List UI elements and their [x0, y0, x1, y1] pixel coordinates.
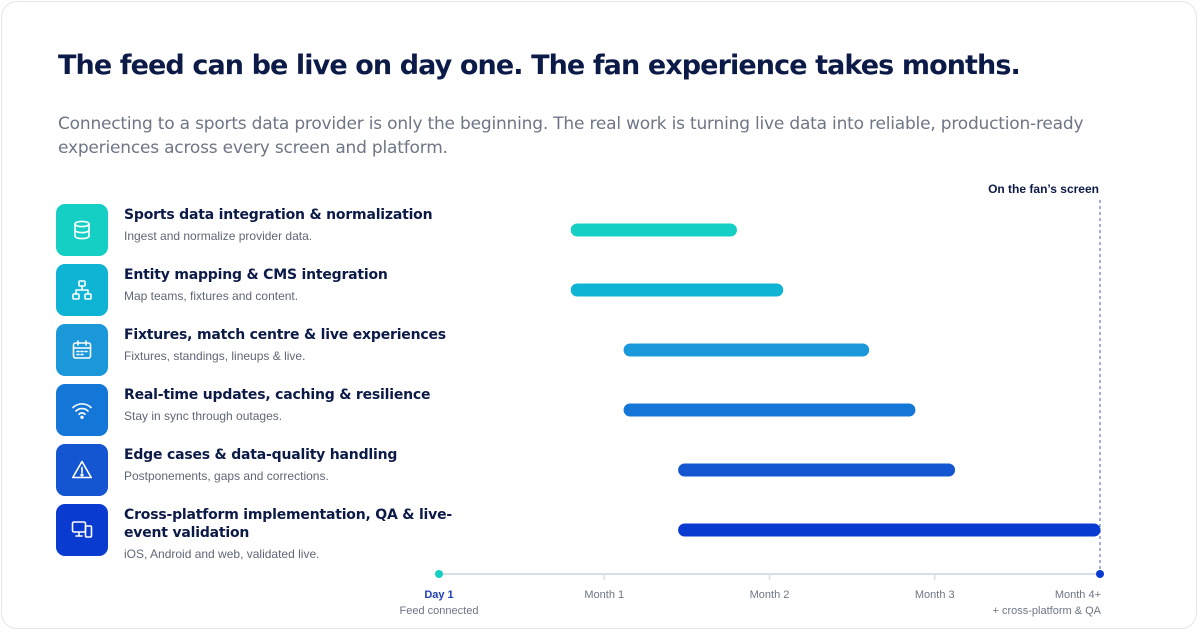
x-tick-sublabel: Feed connected — [400, 605, 479, 617]
task-name: Edge cases & data-quality handling — [124, 447, 398, 463]
task-description: Stay in sync through outages. — [124, 409, 283, 423]
sitemap-icon — [56, 264, 108, 316]
x-tick-label: Month 1 — [584, 589, 624, 601]
x-tick-label: Month 4+ — [1055, 589, 1101, 601]
task-description: Postponements, gaps and corrections. — [124, 469, 329, 483]
task-name: Sports data integration & normalization — [124, 207, 433, 223]
task-name: Entity mapping & CMS integration — [124, 267, 388, 283]
task-row: Sports data integration & normalization I… — [56, 204, 476, 256]
task-row: Entity mapping & CMS integration Map team… — [56, 264, 476, 316]
page-title: The feed can be live on day one. The fan… — [58, 50, 1021, 81]
database-icon — [56, 204, 108, 256]
task-row: Fixtures, match centre & live experience… — [56, 324, 476, 376]
task-description: iOS, Android and web, validated live. — [124, 547, 320, 561]
warning-icon — [56, 444, 108, 496]
task-description: Fixtures, standings, lineups & live. — [124, 349, 306, 363]
x-tick-label: Month 2 — [750, 589, 790, 601]
task-description: Ingest and normalize provider data. — [124, 229, 313, 243]
calendar-icon — [56, 324, 108, 376]
task-name: Fixtures, match centre & live experience… — [124, 327, 446, 343]
task-description: Map teams, fixtures and content. — [124, 289, 299, 303]
devices-icon — [56, 504, 108, 556]
task-row: Real-time updates, caching & resilience S… — [56, 384, 476, 436]
x-tick-label: Day 1 — [424, 589, 453, 601]
task-row: Cross-platform implementation, QA & live… — [56, 504, 476, 561]
fan-screen-marker-label: On the fan’s screen — [988, 182, 1099, 196]
end-dot — [1096, 570, 1104, 578]
x-tick-label: Month 3 — [915, 589, 955, 601]
wifi-icon — [56, 384, 108, 436]
x-tick-sublabel: + cross-platform & QA — [992, 605, 1101, 617]
task-name: Real-time updates, caching & resilience — [124, 387, 431, 403]
page-subtitle: Connecting to a sports data provider is … — [58, 114, 1084, 158]
day-one-dot — [435, 570, 443, 578]
task-name: Cross-platform implementation, QA & live… — [124, 507, 452, 541]
task-row: Edge cases & data-quality handling Postpo… — [56, 444, 476, 496]
